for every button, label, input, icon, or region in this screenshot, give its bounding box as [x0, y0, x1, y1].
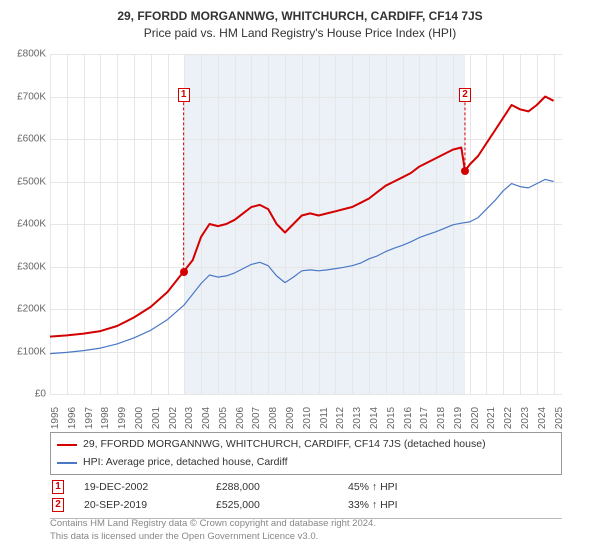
sale-dot-1 — [180, 268, 188, 276]
sale-row-2: 2 20-SEP-2019 £525,000 33% ↑ HPI — [50, 496, 562, 514]
series-hpi — [50, 179, 554, 353]
y-axis-label: £500K — [17, 176, 46, 187]
x-axis-label: 2002 — [168, 407, 179, 429]
x-axis-label: 1998 — [100, 407, 111, 429]
footer-line-1: Contains HM Land Registry data © Crown c… — [50, 518, 562, 531]
y-axis-label: £300K — [17, 261, 46, 272]
x-axis-label: 2004 — [201, 407, 212, 429]
sale-marker-1: 1 — [52, 480, 64, 494]
footer-line-2: This data is licensed under the Open Gov… — [50, 531, 562, 544]
sale-dot-2 — [461, 167, 469, 175]
x-axis-label: 2007 — [251, 407, 262, 429]
x-axis-label: 1995 — [50, 407, 61, 429]
x-axis-label: 2014 — [369, 407, 380, 429]
legend: 29, FFORDD MORGANNWG, WHITCHURCH, CARDIF… — [50, 432, 562, 475]
x-axis-label: 2018 — [436, 407, 447, 429]
plot-area: £0£100K£200K£300K£400K£500K£600K£700K£80… — [50, 54, 562, 394]
sale-flag-2: 2 — [459, 88, 471, 102]
legend-label-hpi: HPI: Average price, detached house, Card… — [83, 454, 288, 472]
legend-swatch-hpi — [57, 462, 77, 464]
y-axis-label: £600K — [17, 134, 46, 145]
x-axis-label: 2010 — [302, 407, 313, 429]
x-axis-label: 2012 — [335, 407, 346, 429]
sale-delta-1: 45% ↑ HPI — [332, 481, 460, 493]
x-axis-label: 2022 — [503, 407, 514, 429]
sale-price-1: £288,000 — [200, 481, 328, 493]
x-axis-label: 2003 — [184, 407, 195, 429]
sale-flag-1: 1 — [178, 88, 190, 102]
x-axis-label: 2015 — [386, 407, 397, 429]
x-axis-label: 2023 — [520, 407, 531, 429]
x-axis-label: 2006 — [235, 407, 246, 429]
line-series-svg — [50, 54, 562, 394]
x-axis-label: 2011 — [319, 407, 330, 429]
y-axis-label: £0 — [35, 389, 46, 400]
chart-title: 29, FFORDD MORGANNWG, WHITCHURCH, CARDIF… — [0, 0, 600, 24]
x-axis-label: 1999 — [117, 407, 128, 429]
attribution-footer: Contains HM Land Registry data © Crown c… — [50, 518, 562, 544]
x-axis-label: 1997 — [84, 407, 95, 429]
x-axis-label: 2016 — [403, 407, 414, 429]
x-axis-label: 2019 — [453, 407, 464, 429]
chart-container: 29, FFORDD MORGANNWG, WHITCHURCH, CARDIF… — [0, 0, 600, 560]
x-axis-label: 2008 — [268, 407, 279, 429]
x-axis-label: 2024 — [537, 407, 548, 429]
legend-label-property: 29, FFORDD MORGANNWG, WHITCHURCH, CARDIF… — [83, 436, 486, 454]
sales-table: 1 19-DEC-2002 £288,000 45% ↑ HPI 2 20-SE… — [50, 474, 562, 519]
y-axis-label: £800K — [17, 49, 46, 60]
x-axis-label: 2025 — [554, 407, 565, 429]
x-axis-label: 2020 — [470, 407, 481, 429]
x-axis-label: 2017 — [419, 407, 430, 429]
sale-marker-2: 2 — [52, 498, 64, 512]
legend-row-property: 29, FFORDD MORGANNWG, WHITCHURCH, CARDIF… — [57, 436, 555, 454]
legend-swatch-property — [57, 444, 77, 446]
x-axis-label: 2001 — [151, 407, 162, 429]
x-axis-label: 2005 — [218, 407, 229, 429]
chart-subtitle: Price paid vs. HM Land Registry's House … — [0, 24, 600, 40]
sale-row-1: 1 19-DEC-2002 £288,000 45% ↑ HPI — [50, 478, 562, 496]
y-axis-label: £400K — [17, 219, 46, 230]
x-axis-label: 2000 — [134, 407, 145, 429]
gridline-h — [50, 394, 562, 395]
x-axis-label: 2009 — [285, 407, 296, 429]
sale-price-2: £525,000 — [200, 499, 328, 511]
x-axis-label: 1996 — [67, 407, 78, 429]
sale-date-2: 20-SEP-2019 — [68, 499, 196, 511]
y-axis-label: £200K — [17, 304, 46, 315]
legend-row-hpi: HPI: Average price, detached house, Card… — [57, 454, 555, 472]
x-axis-label: 2013 — [352, 407, 363, 429]
y-axis-label: £100K — [17, 346, 46, 357]
sale-delta-2: 33% ↑ HPI — [332, 499, 460, 511]
x-axis-label: 2021 — [486, 407, 497, 429]
series-property — [50, 97, 554, 337]
sale-date-1: 19-DEC-2002 — [68, 481, 196, 493]
y-axis-label: £700K — [17, 91, 46, 102]
